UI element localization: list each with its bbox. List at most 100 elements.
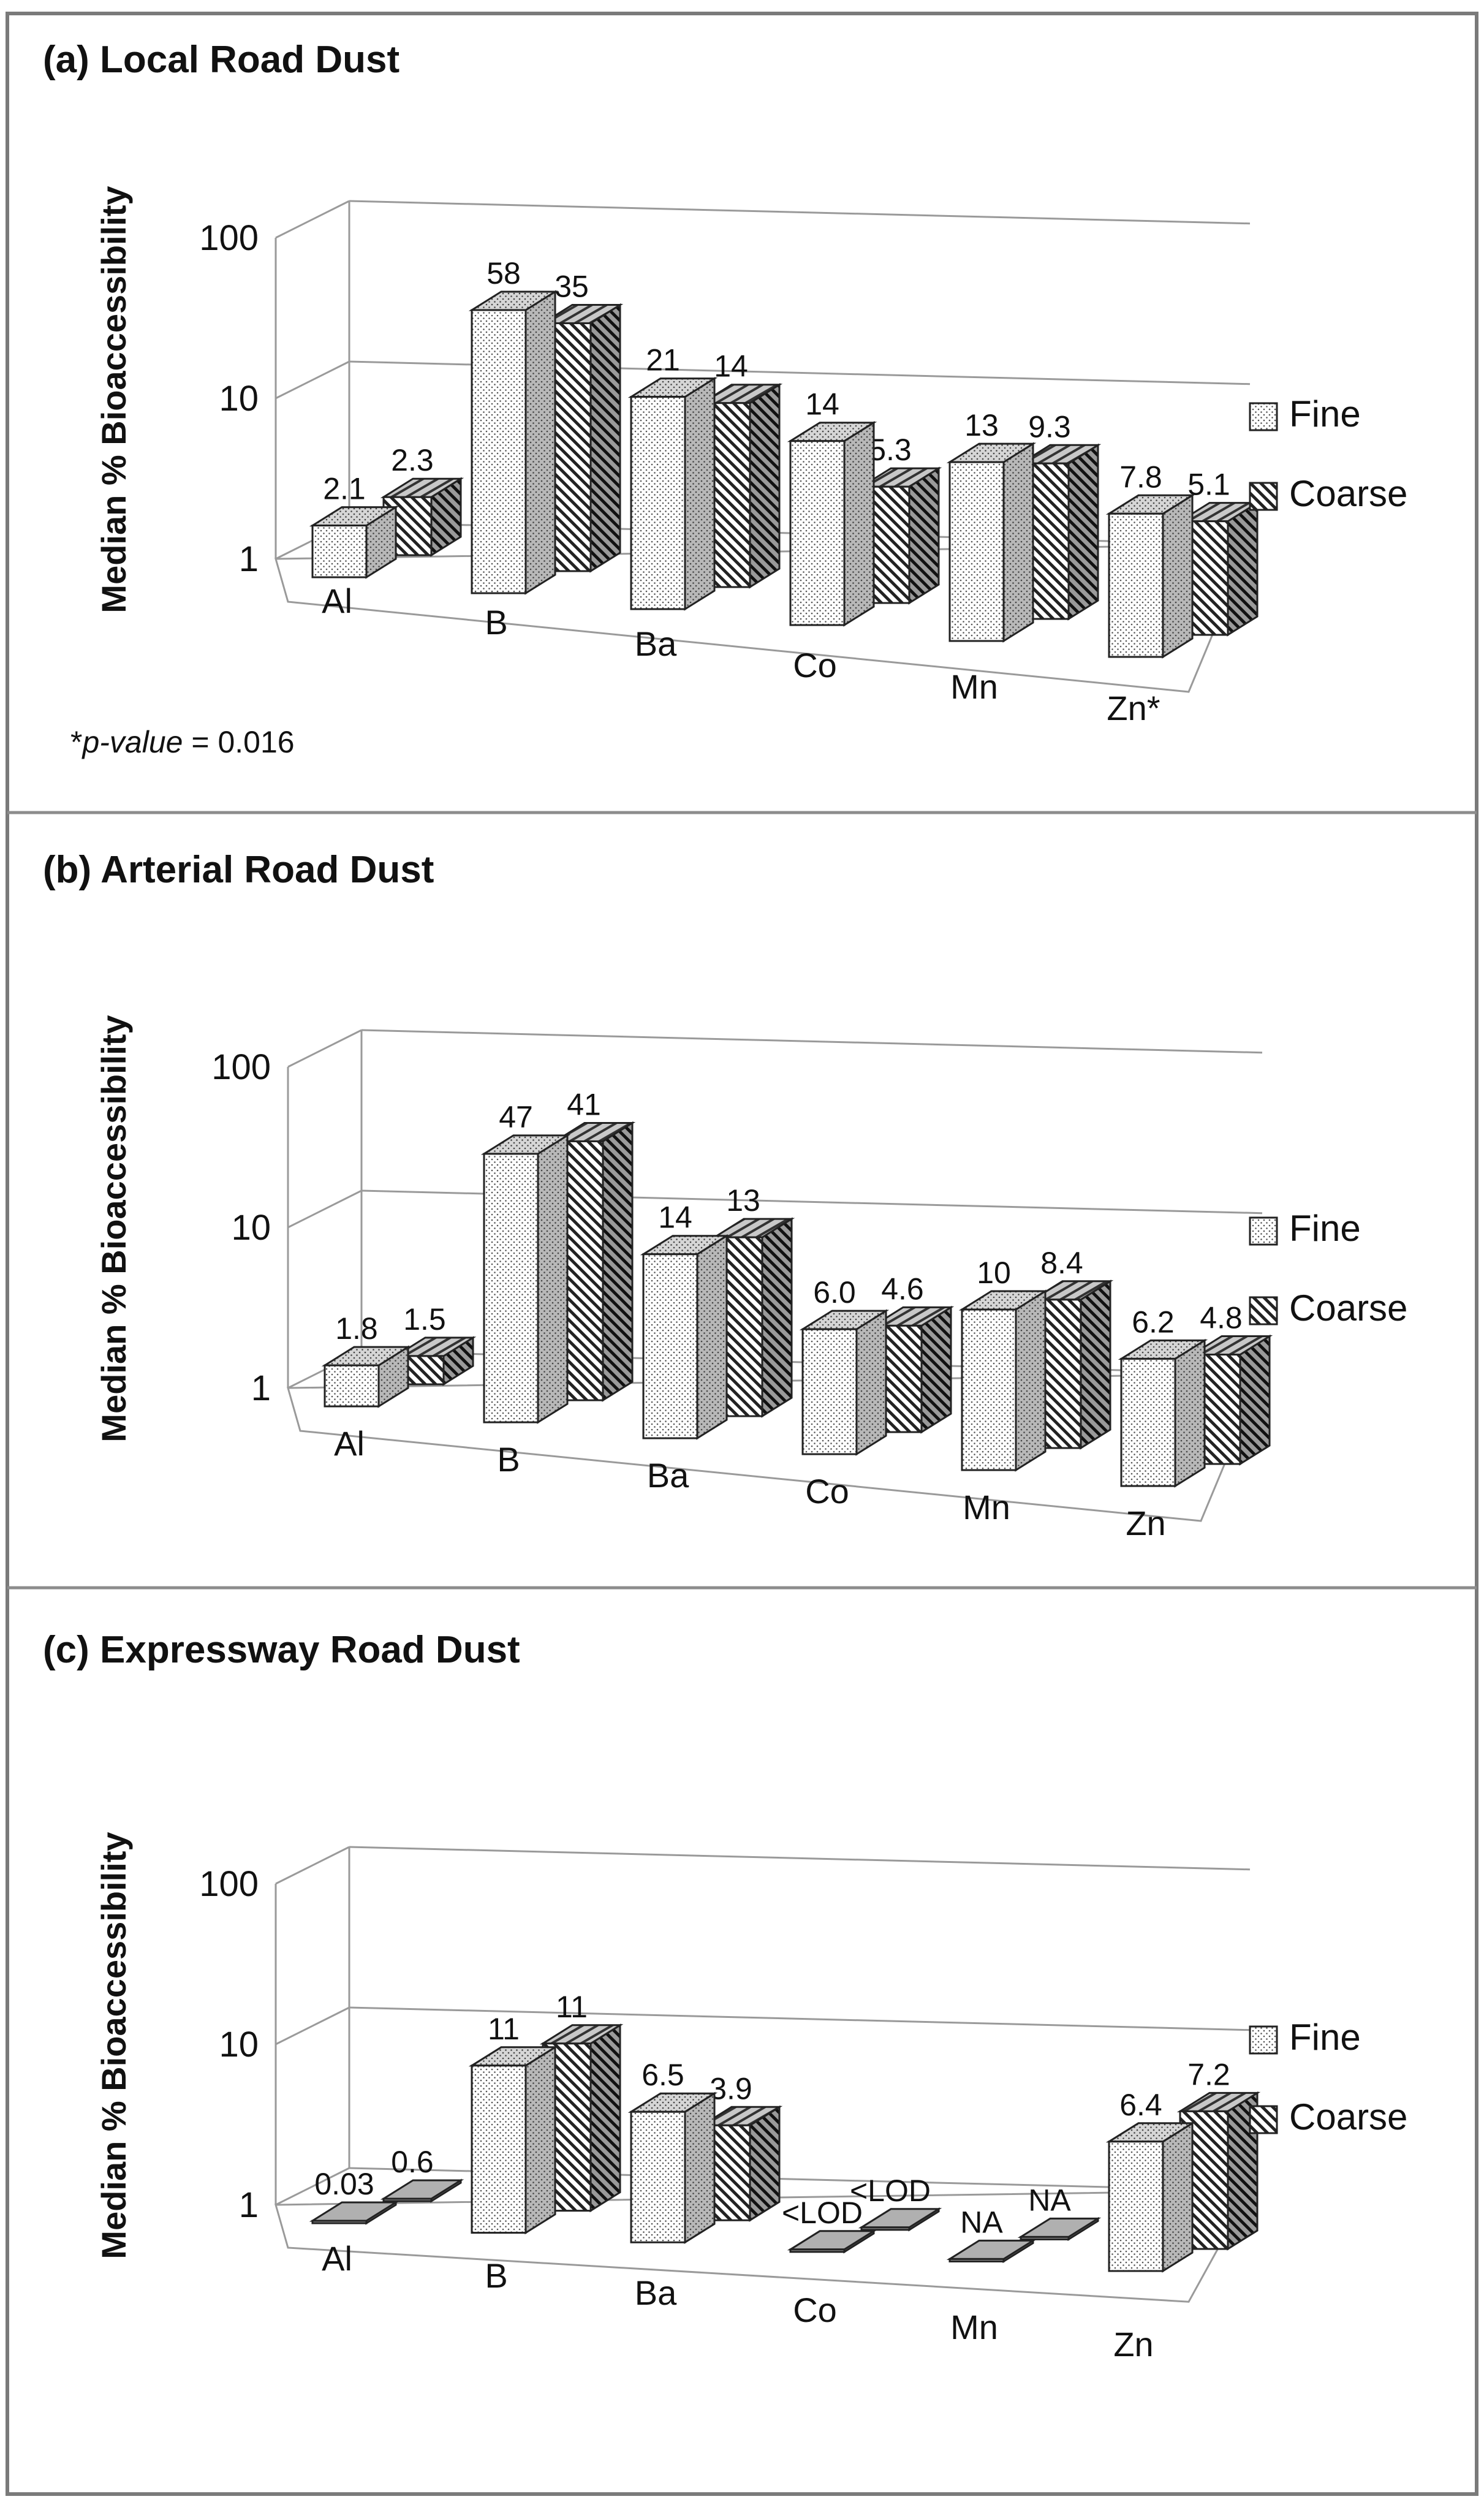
gridline bbox=[349, 1846, 1251, 1871]
gridline bbox=[275, 2167, 350, 2206]
x-tick-label: Al bbox=[334, 1424, 365, 1463]
legend-label-coarse: Coarse bbox=[1289, 1287, 1407, 1329]
data-label: 7.2 bbox=[1187, 2057, 1230, 2091]
data-label: 21 bbox=[646, 343, 680, 377]
bar-fine-mn bbox=[958, 1289, 1049, 1472]
data-label: 2.1 bbox=[323, 472, 366, 506]
y-tick-label: 100 bbox=[211, 1047, 271, 1087]
legend: Fine Coarse bbox=[1249, 393, 1407, 514]
bar-fine-co bbox=[787, 2229, 877, 2254]
gridline bbox=[349, 2006, 1251, 2031]
data-label: 41 bbox=[567, 1087, 601, 1121]
chart-panel: (b) Arterial Road Dust Median % Bioaccess… bbox=[43, 849, 1407, 1542]
gridline bbox=[275, 360, 350, 400]
legend-swatch-coarse bbox=[1249, 482, 1278, 511]
x-tick-label: Zn* bbox=[1107, 689, 1160, 727]
bar-fine-al bbox=[321, 1345, 412, 1408]
bar-fine-co bbox=[787, 420, 877, 627]
data-label: NA bbox=[1028, 2183, 1071, 2217]
bar-fine-mn bbox=[946, 442, 1037, 643]
legend: Fine Coarse bbox=[1249, 1208, 1407, 1329]
bar-fine-b bbox=[468, 290, 559, 595]
y-tick-label: 10 bbox=[219, 2025, 259, 2064]
y-tick-label: 1 bbox=[239, 2185, 259, 2225]
y-tick-label: 1 bbox=[251, 1368, 271, 1408]
bar-fine-ba bbox=[627, 376, 718, 611]
x-tick-label: B bbox=[485, 603, 507, 642]
y-axis-label: Median % Bioaccessibility bbox=[94, 1832, 133, 2259]
data-label: 7.8 bbox=[1119, 460, 1162, 494]
chart-panel: (c) Expressway Road Dust Median % Bioacce… bbox=[43, 1629, 1407, 2364]
bar-coarse-mn bbox=[1017, 2216, 1102, 2242]
data-label: 5.3 bbox=[869, 433, 912, 467]
legend-swatch-coarse bbox=[1249, 1296, 1278, 1325]
data-label: 10 bbox=[977, 1256, 1011, 1290]
x-tick-label: Co bbox=[793, 2291, 837, 2329]
data-label: 4.8 bbox=[1200, 1301, 1243, 1335]
x-tick-label: Mn bbox=[963, 1488, 1010, 1526]
bar-fine-mn bbox=[946, 2239, 1037, 2264]
x-tick-label: Zn bbox=[1113, 2325, 1153, 2364]
data-label: 3.9 bbox=[710, 2071, 752, 2106]
y-axis-label: Median % Bioaccessibility bbox=[94, 1015, 133, 1442]
data-label: <LOD bbox=[850, 2174, 931, 2208]
p-value-note: *p-value = 0.016 bbox=[70, 725, 295, 759]
data-label: 9.3 bbox=[1028, 409, 1071, 444]
data-label: 13 bbox=[964, 408, 999, 442]
data-label: 14 bbox=[805, 387, 839, 422]
x-tick-label: Ba bbox=[635, 2273, 677, 2312]
bar-fine-zn bbox=[1105, 2121, 1196, 2273]
data-label: 35 bbox=[555, 269, 589, 303]
legend-label-coarse: Coarse bbox=[1289, 473, 1407, 514]
data-label: 1.5 bbox=[403, 1302, 446, 1337]
gridline bbox=[287, 1189, 362, 1229]
legend-label-fine: Fine bbox=[1289, 393, 1361, 434]
bar-fine-zn bbox=[1118, 1338, 1208, 1488]
legend-swatch-fine bbox=[1249, 1216, 1278, 1246]
data-label: 6.2 bbox=[1132, 1305, 1175, 1339]
y-axis-label: Median % Bioaccessibility bbox=[94, 186, 133, 613]
bar-coarse-al bbox=[380, 477, 464, 557]
x-tick-label: Ba bbox=[647, 1456, 689, 1495]
x-tick-label: Al bbox=[322, 582, 352, 620]
chart-panel: (a) Local Road Dust Median % Bioaccessibi… bbox=[43, 39, 1407, 759]
bar-fine-al bbox=[309, 505, 399, 579]
gridline bbox=[275, 1846, 350, 1885]
bar-fine-b bbox=[468, 2046, 559, 2235]
data-label: 2.3 bbox=[391, 443, 434, 477]
x-tick-label: Mn bbox=[950, 2308, 998, 2346]
figure-border bbox=[6, 12, 1478, 2496]
gridline bbox=[275, 2006, 350, 2046]
x-tick-label: Al bbox=[322, 2239, 352, 2278]
gridline bbox=[349, 200, 1251, 225]
y-tick-label: 100 bbox=[199, 1864, 259, 1904]
x-tick-label: Co bbox=[793, 646, 837, 684]
data-label: 8.4 bbox=[1040, 1246, 1083, 1280]
y-tick-label: 10 bbox=[219, 379, 259, 419]
bar-fine-co bbox=[799, 1309, 890, 1456]
legend-swatch-coarse bbox=[1249, 2105, 1278, 2134]
data-label: 0.6 bbox=[391, 2145, 434, 2179]
data-label: 6.5 bbox=[642, 2058, 684, 2092]
x-tick-label: Ba bbox=[635, 624, 677, 663]
legend: Fine Coarse bbox=[1249, 2017, 1407, 2137]
chart-title: (c) Expressway Road Dust bbox=[43, 1629, 520, 1671]
data-label: 14 bbox=[714, 349, 748, 384]
legend-label-fine: Fine bbox=[1289, 2017, 1361, 2058]
data-label: 11 bbox=[488, 2012, 520, 2046]
legend-label-fine: Fine bbox=[1289, 1208, 1361, 1249]
floor bbox=[274, 2190, 1252, 2303]
bar-fine-zn bbox=[1105, 493, 1196, 659]
data-label: 14 bbox=[658, 1200, 692, 1235]
data-label: 58 bbox=[486, 256, 521, 290]
data-label: 1.8 bbox=[335, 1311, 378, 1346]
bar-fine-ba bbox=[640, 1234, 730, 1440]
data-label: 0.03 bbox=[314, 2167, 374, 2201]
data-label: 13 bbox=[726, 1183, 760, 1218]
bar-coarse-ba bbox=[698, 2105, 783, 2222]
bar-coarse-co bbox=[870, 1305, 955, 1434]
data-label: 6.4 bbox=[1119, 2088, 1162, 2122]
chart-title: (b) Arterial Road Dust bbox=[43, 849, 434, 891]
data-label: 4.6 bbox=[881, 1272, 924, 1306]
